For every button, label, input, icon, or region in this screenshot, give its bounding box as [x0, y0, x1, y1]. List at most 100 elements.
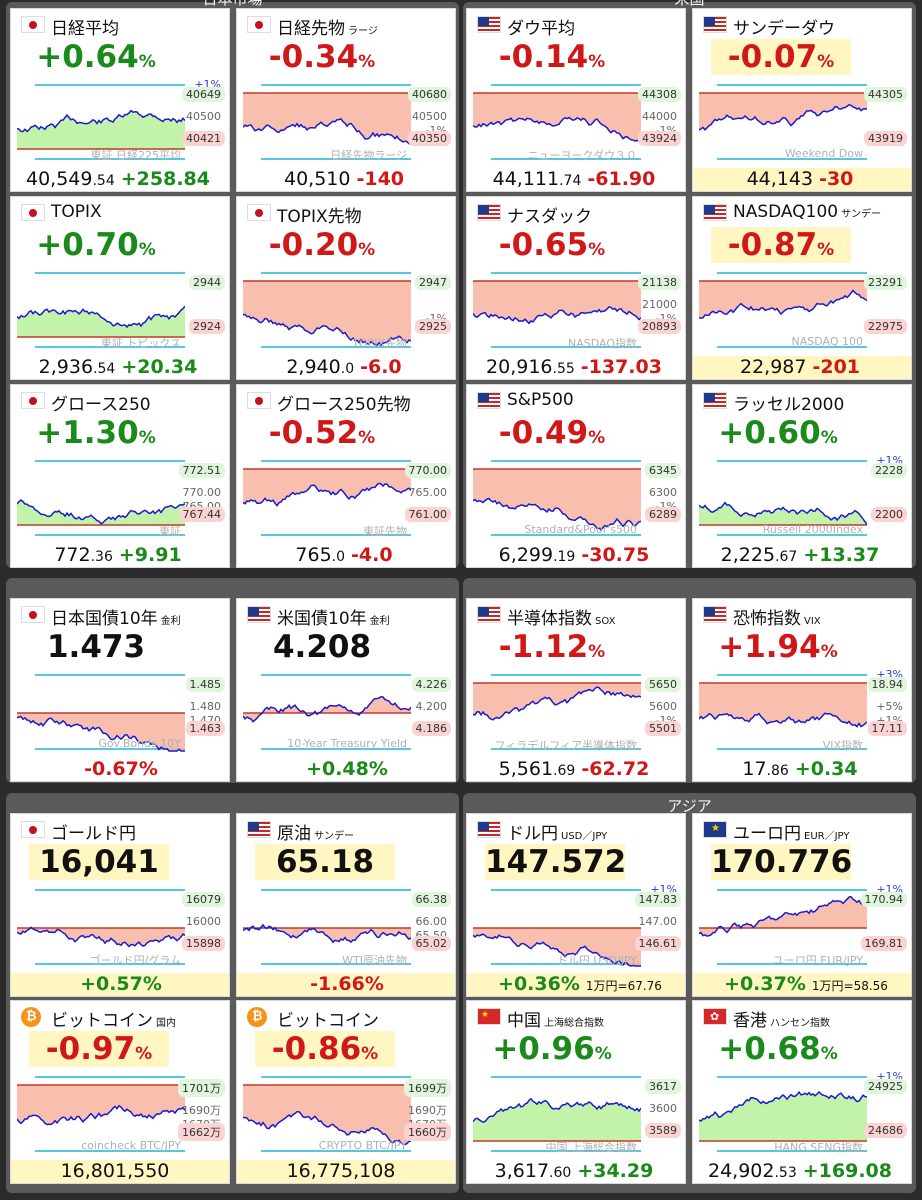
tile-watermark: 日経先物ラージ — [330, 149, 407, 162]
tile-percent-unit: % — [588, 52, 606, 72]
tile-title: ゴールド円 — [51, 819, 139, 844]
market-tile[interactable]: TOPIX +0.70% 東証 トピックス 2944 2924 2,936.54… — [10, 196, 230, 380]
tile-sparkline — [243, 669, 411, 757]
tile-change: +169.08 — [802, 1160, 892, 1182]
tile-price-decimal: .54 — [92, 173, 115, 189]
tile-footer: 2,225.67 +13.37 — [693, 544, 911, 567]
tile-footer: -1.66% — [237, 973, 455, 996]
tile-title-label: ナスダック — [507, 207, 592, 227]
tile-label-mid — [899, 914, 907, 916]
tile-label-low: 767.44 — [178, 507, 225, 522]
tile-label-high: 170.94 — [860, 892, 907, 907]
sparkline-area — [473, 928, 641, 966]
sparkline-svg — [17, 674, 185, 752]
tile-title-sub: VIX — [804, 616, 821, 627]
tile-change-percent: -0.87% — [711, 227, 851, 263]
tile-percent-value: 147.572 — [485, 844, 627, 880]
market-tile[interactable]: NASDAQ100 サンデー -0.87% NASDAQ 100 23291 22… — [692, 196, 912, 380]
tile-title-label: S&P500 — [507, 390, 574, 410]
tile-price: 44,111 — [492, 168, 560, 190]
tile-watermark: 東証 — [159, 525, 181, 538]
market-tile[interactable]: グロース250先物 -0.52% 東証先物 770.00 765.00 761.… — [236, 384, 456, 568]
tile-label-minus — [899, 1115, 907, 1117]
tile-percent-unit: % — [817, 52, 835, 72]
tile-label-high: 24925 — [864, 1079, 907, 1094]
market-tile[interactable]: ドル円 USD／JPY 147.572 ドル円 USD/JPY +1% 147.8… — [466, 813, 686, 997]
tile-change: +0.36% — [498, 973, 580, 995]
tile-extra: 1万円=67.76 — [585, 979, 662, 993]
tile-percent-value: +0.70 — [36, 227, 139, 263]
tile-label-low: 15898 — [182, 936, 225, 951]
tile-footer: 44,143 -30 — [693, 168, 911, 191]
tile-change: -140 — [356, 168, 405, 190]
tile-title: ナスダック — [507, 202, 595, 227]
sparkline-line — [699, 289, 867, 319]
tile-percent-value: -0.97 — [45, 1031, 136, 1067]
market-tile[interactable]: グロース250 +1.30% 東証 772.51 770.00 765.00 7… — [10, 384, 230, 568]
tile-label-low: 1662万 — [178, 1123, 225, 1141]
tile-extra: 1万円=58.56 — [811, 979, 888, 993]
market-tile[interactable]: ラッセル2000 +0.60% Russell 2000Index +1% 22… — [692, 384, 912, 568]
tile-footer: 6,299.19 -30.75 — [467, 544, 685, 567]
tile-footer: 772.36 +9.91 — [11, 544, 229, 567]
sparkline-area — [243, 93, 411, 144]
tile-label-mid: 3600 — [649, 1102, 677, 1115]
tile-label-mid — [899, 109, 907, 111]
market-tile[interactable]: 日経平均 +0.64% 東証 日経225平均 +1% 40649 40500 4… — [10, 8, 230, 192]
tile-change: -1.66% — [310, 973, 384, 995]
tile-label-mid: 1690万 — [408, 1104, 447, 1117]
tile-watermark: ニューヨークダウ３０ — [527, 149, 637, 162]
market-tile[interactable]: ビットコイン -0.86% CRYPTO BTC/JPY 1699万 1690万… — [236, 1000, 456, 1184]
sparkline-svg — [699, 460, 867, 536]
tile-label-high: 18.94 — [867, 677, 907, 692]
market-tile[interactable]: サンデーダウ -0.07% Weekend Dow 44305 43919 44… — [692, 8, 912, 192]
tile-sparkline — [473, 79, 641, 167]
tile-label-plus — [443, 265, 451, 267]
us-flag-icon — [247, 821, 271, 838]
market-tile[interactable]: ゴールド円 16,041 ゴールド円/グラム 16079 16000 15898… — [10, 813, 230, 997]
sparkline-svg — [473, 460, 641, 536]
tile-percent-value: -0.52 — [268, 415, 359, 451]
tile-change: +0.34 — [794, 758, 858, 780]
tile-percent-value: 16,041 — [39, 844, 159, 880]
market-tile[interactable]: ダウ平均 -0.14% ニューヨークダウ３０ 44308 44000 -1% 4… — [466, 8, 686, 192]
tile-label-mid: 147.00 — [638, 915, 678, 928]
tile-label-plus — [673, 77, 681, 79]
market-tile[interactable]: ナスダック -0.65% NASDAQ指数 21138 21000 -1% 20… — [466, 196, 686, 380]
jp-flag-icon — [21, 16, 45, 33]
tile-percent-value: +1.94 — [718, 629, 821, 665]
sparkline-area — [473, 683, 641, 720]
tile-title-sub: ハンセン指数 — [770, 1018, 830, 1029]
tile-title-sub: 上海総合指数 — [544, 1018, 604, 1029]
market-tile[interactable]: 日本国債10年 金利 1.473 Gov.Bonds 10Y 1.485 1.48… — [10, 598, 230, 782]
market-tile[interactable]: TOPIX先物 -0.20% TOPIX先物 2947 -1% 2925 2,9… — [236, 196, 456, 380]
us-flag-icon — [477, 392, 501, 409]
market-tile[interactable]: 米国債10年 金利 4.208 10-Year Treasury Yield 4.… — [236, 598, 456, 782]
tile-title: ドル円 USD／JPY — [507, 819, 607, 844]
tile-change: +34.29 — [577, 1160, 654, 1182]
tile-sparkline — [243, 455, 411, 543]
tile-change-percent: +0.96% — [467, 1031, 637, 1067]
tile-label-high: 2947 — [415, 275, 451, 290]
sparkline-svg — [699, 84, 867, 160]
market-tile[interactable]: S&P500 -0.49% Standard&Poor's500 6345 63… — [466, 384, 686, 568]
sparkline-line — [699, 712, 867, 728]
tile-watermark: 10-Year Treasury Yield — [287, 737, 407, 750]
tile-sparkline — [699, 79, 867, 167]
tile-percent-unit: % — [358, 52, 376, 72]
market-tile[interactable]: 半導体指数 SOX -1.12% フィラデルフィア半導体指数 5650 5600 … — [466, 598, 686, 782]
tile-label-minus — [443, 713, 451, 715]
tile-change: +0.48% — [306, 758, 388, 780]
tile-price: 2,936 — [38, 356, 94, 378]
market-tile[interactable]: 日経先物ラージ -0.34% 日経先物ラージ 40680 40500 -1% 4… — [236, 8, 456, 192]
tile-label-mid: 16000 — [186, 915, 221, 928]
tile-watermark: Standard&Poor's500 — [524, 523, 637, 536]
tile-price-decimal: .53 — [774, 1165, 797, 1181]
sparkline-svg — [17, 460, 185, 536]
